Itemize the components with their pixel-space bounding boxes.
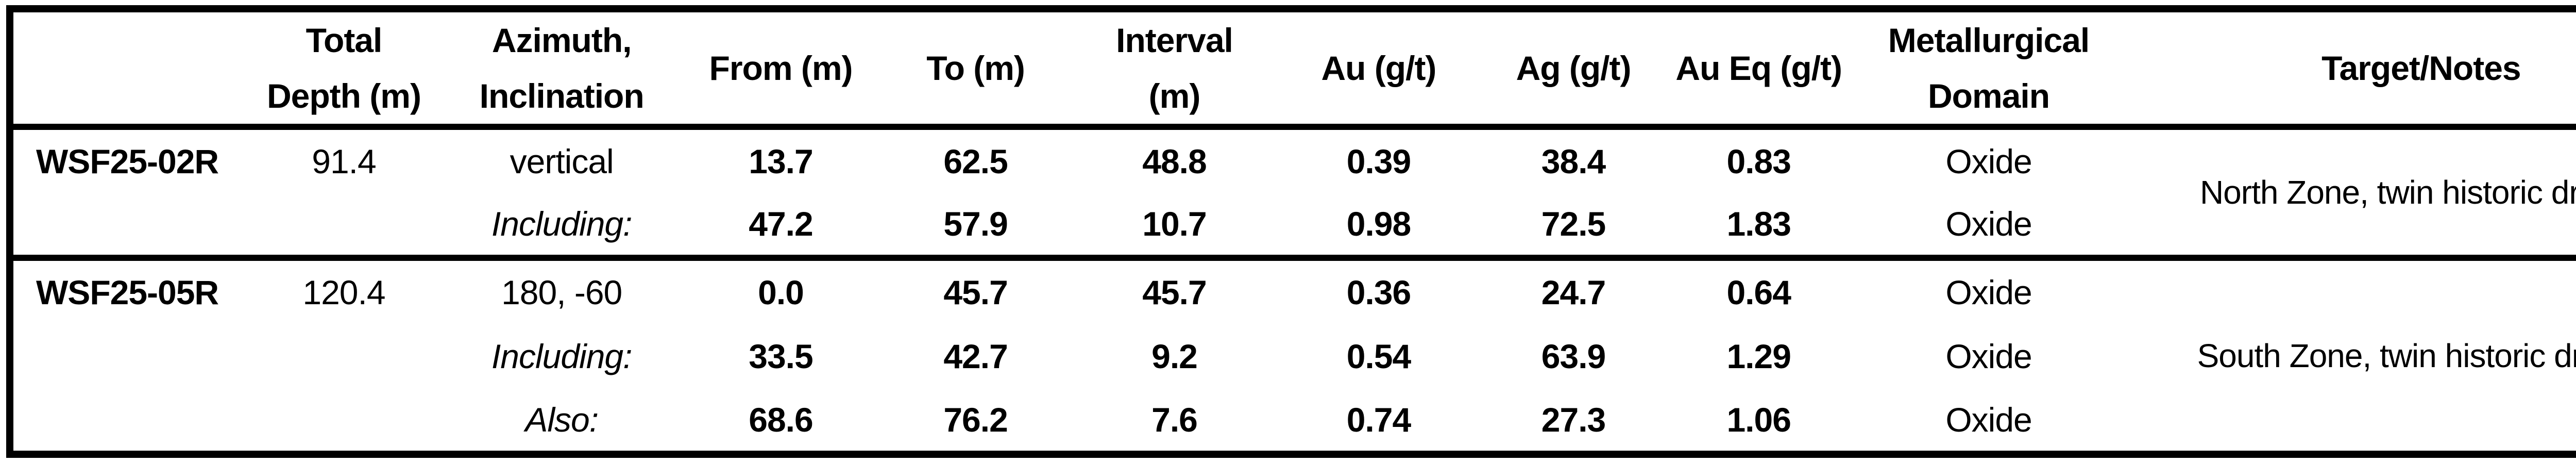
header-target-notes: Target/Notes [2321, 49, 2521, 87]
cell-from: 33.5 [749, 337, 813, 375]
cell-hole-id [10, 389, 243, 454]
cell-hole-id: WSF25-05R [36, 273, 219, 311]
cell-au-eq: 0.64 [1726, 273, 1791, 311]
cell-to: 57.9 [943, 204, 1008, 243]
cell-domain: Oxide [1945, 204, 2032, 243]
table-row: Also: 68.6 76.2 7.6 0.74 27.3 1.06 Oxide [10, 389, 2576, 454]
cell-target-notes-south: South Zone, twin historic drilling [2197, 337, 2576, 374]
header-azimuth-inclination: Azimuth, Inclination [479, 21, 645, 115]
header-ag-gpt: Ag (g/t) [1516, 49, 1632, 87]
cell-interval: 48.8 [1142, 142, 1207, 180]
cell-ag: 63.9 [1541, 337, 1606, 375]
cell-au-eq: 1.06 [1726, 401, 1791, 439]
cell-to: 62.5 [943, 142, 1008, 180]
cell-total-depth [243, 192, 446, 258]
cell-hole-id: WSF25-02R [36, 142, 219, 180]
table-row: Including: 33.5 42.7 9.2 0.54 63.9 1.29 … [10, 323, 2576, 389]
cell-to: 76.2 [943, 401, 1008, 439]
table-header-row: Total Depth (m) Azimuth, Inclination Fro… [10, 9, 2576, 127]
cell-total-depth: 120.4 [302, 273, 385, 311]
cell-total-depth [243, 323, 446, 389]
cell-total-depth [243, 389, 446, 454]
cell-au-eq: 1.29 [1726, 337, 1791, 375]
cell-from: 68.6 [749, 401, 813, 439]
cell-to: 42.7 [943, 337, 1008, 375]
cell-hole-id [10, 323, 243, 389]
table-row: WSF25-05R 120.4 180, -60 0.0 45.7 45.7 0… [10, 258, 2576, 374]
drill-results-table: Total Depth (m) Azimuth, Inclination Fro… [6, 5, 2576, 458]
cell-from: 0.0 [758, 273, 804, 311]
header-interval-m: Interval (m) [1116, 21, 1233, 115]
cell-from: 47.2 [749, 204, 813, 243]
cell-au: 0.98 [1346, 204, 1411, 243]
cell-ag: 72.5 [1541, 204, 1606, 243]
cell-azimuth: Including: [491, 337, 633, 375]
cell-interval: 10.7 [1142, 204, 1207, 243]
cell-target-notes-north: North Zone, twin historic drilling [2199, 174, 2576, 211]
cell-au: 0.39 [1346, 142, 1411, 180]
cell-azimuth: Also: [525, 401, 599, 439]
header-to-m: To (m) [926, 49, 1025, 87]
cell-au: 0.54 [1346, 337, 1411, 375]
cell-domain: Oxide [1945, 337, 2032, 375]
header-hole-id [10, 9, 243, 127]
cell-interval: 45.7 [1142, 273, 1207, 311]
cell-domain: Oxide [1945, 401, 2032, 439]
cell-ag: 38.4 [1541, 142, 1606, 180]
header-metallurgical-domain: Metallurgical Domain [1888, 21, 2090, 115]
table-row: WSF25-02R 91.4 vertical 13.7 62.5 48.8 0… [10, 127, 2576, 211]
cell-au: 0.36 [1346, 273, 1411, 311]
cell-from: 13.7 [749, 142, 813, 180]
cell-azimuth: Including: [491, 204, 633, 243]
table-row: Including: 47.2 57.9 10.7 0.98 72.5 1.83… [10, 192, 2576, 258]
cell-interval: 9.2 [1151, 337, 1198, 375]
cell-total-depth: 91.4 [312, 142, 376, 180]
cell-hole-id [10, 192, 243, 258]
cell-au-eq: 1.83 [1726, 204, 1791, 243]
cell-to: 45.7 [943, 273, 1008, 311]
cell-interval: 7.6 [1151, 401, 1198, 439]
header-au-eq-gpt: Au Eq (g/t) [1675, 49, 1842, 87]
cell-azimuth: 180, -60 [501, 273, 622, 311]
header-au-gpt: Au (g/t) [1321, 49, 1437, 87]
cell-domain: Oxide [1945, 273, 2032, 311]
cell-azimuth: vertical [510, 142, 614, 180]
cell-ag: 24.7 [1541, 273, 1606, 311]
header-total-depth: Total Depth (m) [267, 21, 421, 115]
header-from-m: From (m) [709, 49, 853, 87]
cell-ag: 27.3 [1541, 401, 1606, 439]
cell-au: 0.74 [1346, 401, 1411, 439]
cell-domain: Oxide [1945, 142, 2032, 180]
cell-au-eq: 0.83 [1726, 142, 1791, 180]
